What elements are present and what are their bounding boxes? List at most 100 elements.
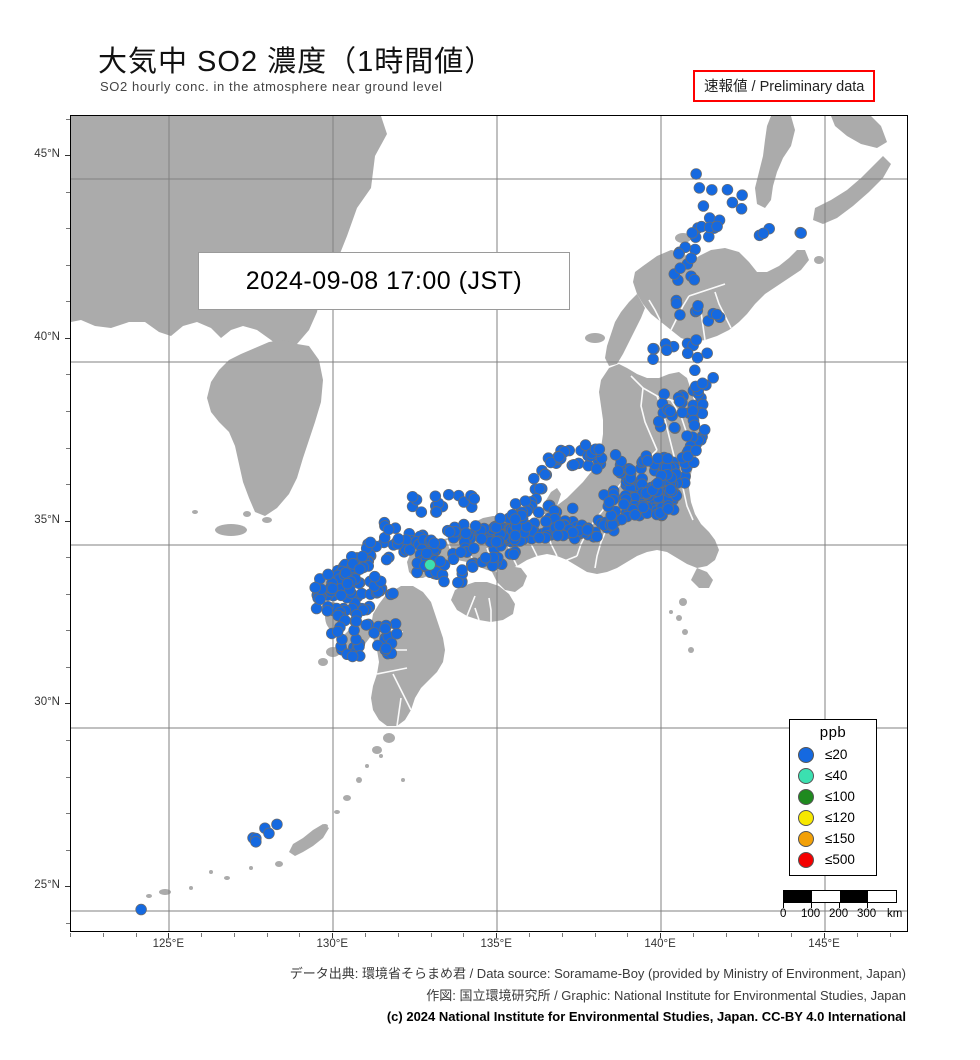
station-point[interactable] [387, 587, 399, 600]
station-point[interactable] [658, 388, 670, 400]
station-point[interactable] [757, 227, 770, 240]
station-point[interactable] [494, 512, 507, 525]
station-point[interactable] [711, 220, 723, 233]
station-point[interactable] [421, 547, 433, 560]
station-point[interactable] [430, 506, 443, 518]
station-point[interactable] [391, 627, 403, 640]
station-point[interactable] [380, 642, 392, 655]
station-point[interactable] [698, 424, 711, 436]
station-point[interactable] [690, 444, 702, 457]
station-point[interactable] [469, 520, 482, 532]
station-point[interactable] [689, 364, 701, 377]
station-point[interactable] [566, 502, 579, 515]
station-point[interactable] [438, 575, 450, 588]
station-point[interactable] [701, 347, 713, 359]
map-plot-area[interactable]: 2024-09-08 17:00 (JST) [70, 115, 908, 932]
station-point[interactable] [392, 533, 405, 545]
station-point[interactable] [690, 168, 702, 180]
station-point[interactable] [404, 544, 416, 556]
station-point[interactable] [468, 492, 481, 505]
station-point[interactable] [674, 309, 686, 321]
station-point[interactable] [690, 334, 702, 346]
station-point[interactable] [652, 415, 665, 428]
station-point[interactable] [369, 570, 381, 583]
station-point[interactable] [681, 347, 694, 360]
station-point[interactable] [553, 451, 565, 463]
station-point[interactable] [539, 468, 551, 481]
station-point[interactable] [581, 524, 594, 536]
station-point[interactable] [532, 506, 545, 519]
station-point[interactable] [379, 622, 391, 635]
station-point[interactable] [670, 297, 683, 310]
station-point[interactable] [674, 262, 686, 274]
station-point[interactable] [641, 455, 654, 467]
station-point[interactable] [652, 452, 664, 465]
station-point[interactable] [447, 553, 460, 566]
station-point[interactable] [389, 618, 402, 630]
station-point[interactable] [668, 421, 681, 434]
station-point[interactable] [533, 483, 546, 495]
station-point[interactable] [335, 589, 347, 602]
station-point[interactable] [350, 615, 362, 627]
station-point[interactable] [687, 405, 699, 417]
station-point[interactable] [509, 513, 521, 525]
station-point[interactable] [706, 184, 718, 196]
station-point[interactable] [736, 189, 748, 201]
station-point[interactable] [360, 619, 373, 631]
station-point[interactable] [697, 200, 710, 212]
station-point[interactable] [309, 581, 321, 594]
station-point[interactable] [553, 519, 566, 532]
station-point[interactable] [661, 452, 674, 465]
station-point[interactable] [406, 490, 419, 503]
station-point[interactable] [593, 443, 606, 455]
station-point[interactable] [455, 546, 467, 558]
station-point[interactable] [380, 553, 393, 566]
station-point[interactable] [647, 342, 659, 355]
station-point[interactable] [321, 605, 334, 617]
station-point[interactable] [567, 526, 579, 539]
station-point[interactable] [685, 252, 697, 264]
station-point[interactable] [326, 582, 339, 595]
station-point-elevated[interactable] [424, 559, 436, 571]
station-point[interactable] [795, 227, 807, 239]
station-point[interactable] [545, 456, 557, 469]
station-point[interactable] [346, 650, 359, 663]
station-point[interactable] [696, 377, 709, 390]
station-point[interactable] [331, 625, 344, 638]
station-point[interactable] [591, 530, 603, 543]
station-point[interactable] [625, 464, 637, 476]
station-point[interactable] [711, 308, 723, 321]
station-point[interactable] [443, 526, 456, 538]
station-point[interactable] [382, 523, 395, 536]
station-point[interactable] [263, 827, 275, 840]
station-point[interactable] [676, 406, 689, 419]
station-point[interactable] [271, 818, 283, 831]
station-point[interactable] [452, 576, 464, 589]
station-point[interactable] [475, 533, 488, 545]
station-point[interactable] [629, 509, 641, 521]
station-point[interactable] [442, 488, 455, 501]
station-point[interactable] [664, 483, 677, 496]
station-point[interactable] [735, 203, 748, 215]
station-point[interactable] [456, 564, 468, 576]
station-point[interactable] [568, 459, 580, 471]
station-point[interactable] [314, 593, 326, 606]
station-point[interactable] [721, 183, 734, 196]
station-point[interactable] [490, 536, 503, 548]
station-point[interactable] [468, 542, 480, 555]
station-point[interactable] [533, 531, 545, 544]
station-point[interactable] [681, 430, 693, 442]
station-point[interactable] [415, 506, 428, 518]
station-point[interactable] [651, 477, 664, 489]
station-point[interactable] [674, 395, 686, 408]
station-point[interactable] [603, 496, 615, 508]
station-point[interactable] [590, 463, 603, 475]
station-point[interactable] [618, 498, 630, 511]
station-point[interactable] [612, 465, 625, 477]
station-point[interactable] [460, 527, 472, 539]
station-point[interactable] [540, 515, 552, 528]
station-point[interactable] [466, 561, 479, 573]
station-point[interactable] [686, 227, 698, 239]
station-point[interactable] [726, 196, 739, 209]
station-point[interactable] [688, 274, 701, 286]
